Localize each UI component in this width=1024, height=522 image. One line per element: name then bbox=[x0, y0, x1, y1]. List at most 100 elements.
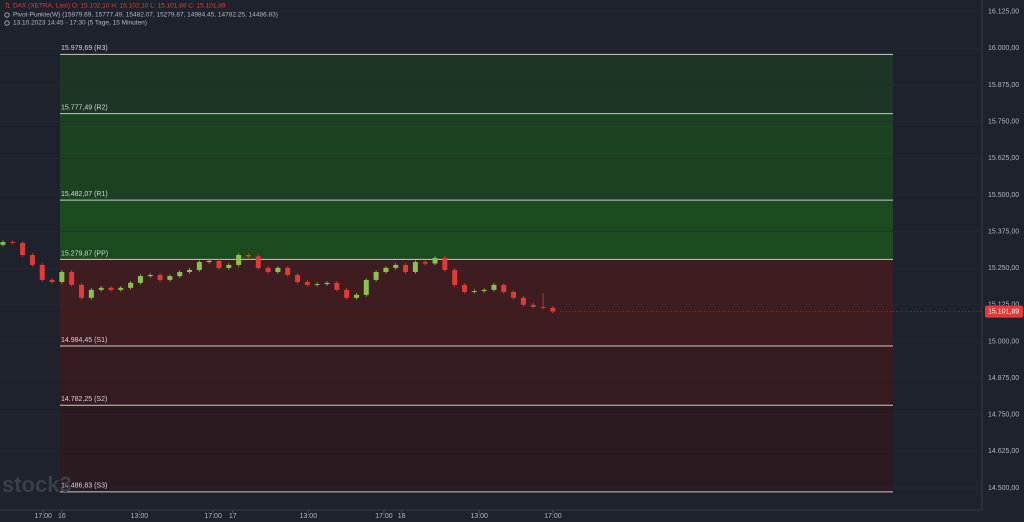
candle-body bbox=[128, 282, 134, 288]
candle-body bbox=[422, 262, 428, 264]
pivot-zone bbox=[60, 54, 893, 114]
pivot-zones bbox=[60, 54, 893, 492]
y-tick-label: 16.125,00 bbox=[988, 9, 1019, 16]
candle-body bbox=[265, 267, 271, 272]
axes: 16.125,00 16.000,00 15.875,00 15.750,00 15.6… bbox=[34, 9, 1023, 520]
pivot-zone bbox=[60, 259, 893, 347]
x-tick-label: 17:00 bbox=[204, 513, 222, 520]
candle-body bbox=[363, 279, 369, 295]
last-price-label: 15.101,89 bbox=[988, 308, 1019, 315]
y-tick-label: 15.375,00 bbox=[988, 228, 1019, 235]
clock-icon bbox=[4, 20, 10, 26]
candle-body bbox=[481, 289, 487, 292]
candle-body bbox=[353, 294, 359, 298]
candle-body bbox=[550, 307, 556, 312]
candle-body bbox=[255, 256, 261, 268]
candle-body bbox=[334, 282, 340, 290]
candle-body bbox=[295, 274, 301, 282]
candle-body bbox=[59, 272, 65, 282]
candle-body bbox=[520, 297, 526, 305]
candle-body bbox=[147, 274, 153, 277]
candle-body bbox=[314, 284, 320, 285]
last-price-tag bbox=[985, 305, 1023, 318]
candle-body bbox=[39, 264, 45, 280]
candle-body bbox=[177, 272, 183, 277]
candle-body bbox=[403, 264, 409, 272]
candle-body bbox=[383, 267, 389, 272]
y-tick-label: 15.500,00 bbox=[988, 192, 1019, 199]
candle-body bbox=[471, 291, 477, 292]
candle-body bbox=[157, 274, 163, 280]
period-header: 13.10.2023 14:45 - 17:30 (5 Tage, 15 Min… bbox=[13, 20, 147, 27]
x-tick-label: 17:00 bbox=[544, 513, 562, 520]
candle-body bbox=[511, 291, 517, 298]
y-tick-label: 14.625,00 bbox=[988, 448, 1019, 455]
candle-body bbox=[442, 257, 448, 270]
y-tick-label: 15.875,00 bbox=[988, 82, 1019, 89]
y-tick-label: 15.625,00 bbox=[988, 155, 1019, 162]
y-tick-label: 14.500,00 bbox=[988, 485, 1019, 492]
candle-body bbox=[393, 264, 399, 268]
candle-body bbox=[501, 284, 507, 292]
candle-body bbox=[304, 281, 310, 285]
x-tick-label: 17:00 bbox=[375, 513, 393, 520]
candle-body bbox=[98, 287, 104, 290]
x-tick-label: 13:00 bbox=[300, 513, 318, 520]
y-tick-label: 15.750,00 bbox=[988, 118, 1019, 125]
candle-body bbox=[20, 242, 26, 255]
pivot-zone bbox=[60, 405, 893, 492]
candle-body bbox=[530, 304, 536, 307]
candle-body bbox=[206, 260, 212, 263]
candle-body bbox=[187, 269, 193, 272]
indicator-icon bbox=[4, 12, 10, 18]
y-tick-label: 15.000,00 bbox=[988, 338, 1019, 345]
pivot-zone bbox=[60, 346, 893, 406]
candle-body bbox=[461, 284, 467, 292]
y-tick-label: 16.000,00 bbox=[988, 45, 1019, 52]
pivot-label: 15.279,87 (PP) bbox=[61, 250, 108, 257]
candle-body bbox=[196, 262, 202, 270]
pivot-zone bbox=[60, 113, 893, 201]
candle-body bbox=[245, 255, 251, 257]
candle-body bbox=[412, 262, 418, 272]
grid bbox=[0, 11, 982, 513]
candle-body bbox=[540, 306, 546, 308]
candle-body bbox=[226, 264, 232, 268]
candle-body bbox=[49, 279, 55, 282]
x-tick-label: 16 bbox=[58, 513, 66, 520]
y-tick-label: 14.875,00 bbox=[988, 375, 1019, 382]
candle-body bbox=[491, 284, 497, 290]
candle-body bbox=[324, 282, 330, 285]
pivot-label: 14.984,45 (S1) bbox=[61, 337, 107, 344]
symbol-icon: ⇅ bbox=[5, 3, 11, 10]
x-tick-label: 17 bbox=[229, 513, 237, 520]
pivot-lines: 15.979,69 (R3) 15.777,49 (R2) 15.482,07 (R… bbox=[60, 45, 893, 493]
candle-body bbox=[285, 267, 291, 275]
pivot-zone bbox=[60, 200, 893, 260]
candle-body bbox=[79, 284, 85, 298]
candle-body bbox=[373, 272, 379, 280]
candle-body bbox=[167, 276, 173, 280]
x-tick-label: 18 bbox=[398, 513, 406, 520]
pivot-label: 15.482,07 (R1) bbox=[61, 191, 108, 198]
candle-body bbox=[137, 276, 143, 283]
candle-body bbox=[118, 287, 124, 290]
candle-body bbox=[275, 267, 281, 272]
pivot-label: 14.782,25 (S2) bbox=[61, 396, 107, 403]
watermark: stock3 bbox=[2, 472, 72, 497]
x-tick-label: 13:00 bbox=[131, 513, 149, 520]
x-tick-label: 17:00 bbox=[34, 513, 52, 520]
candle-body bbox=[452, 269, 458, 285]
candle-body bbox=[236, 255, 242, 265]
candles bbox=[0, 240, 556, 314]
indicator-header: Pivot-Punkte(W) (15979.69, 15777.49, 154… bbox=[13, 12, 278, 19]
candle-body bbox=[10, 242, 16, 243]
candle-body bbox=[88, 289, 94, 298]
symbol-header: DAX (XETRA, Last) O: 15.102,10 H: 15.102… bbox=[13, 3, 226, 10]
candle-body bbox=[29, 255, 35, 265]
candle-body bbox=[69, 272, 75, 285]
pivot-label: 14.486,83 (S3) bbox=[61, 483, 107, 490]
y-tick-label: 15.125,00 bbox=[988, 302, 1019, 309]
